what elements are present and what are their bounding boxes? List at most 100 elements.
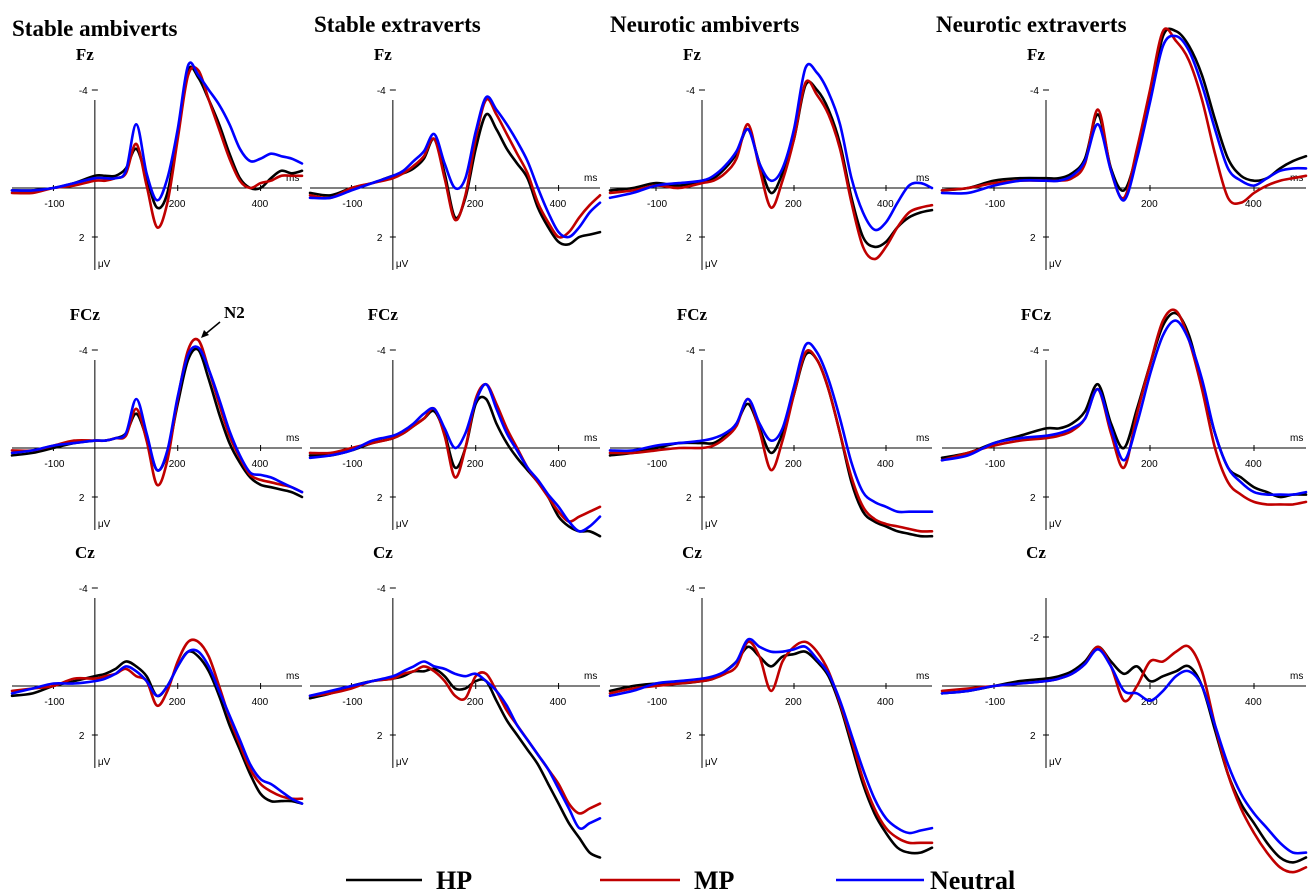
series-line-hp (940, 27, 1308, 192)
x-tick-label: 400 (550, 199, 567, 210)
series-line-mp (940, 644, 1308, 874)
electrode-label: FCz (1021, 305, 1052, 324)
y-tick-label: 2 (1030, 731, 1036, 742)
x-tick-label: -100 (44, 199, 64, 210)
y-tick-label: -4 (1030, 86, 1039, 97)
electrode-label: Cz (373, 543, 393, 562)
series-line-mp (608, 640, 934, 845)
x-tick-label: 200 (785, 697, 802, 708)
x-tick-label: 200 (1141, 199, 1158, 210)
electrode-label: Cz (75, 543, 95, 562)
x-tick-label: 200 (169, 459, 186, 470)
series-line-hp (608, 645, 934, 855)
panel-neurotic-extraverts-fcz: -100 200 400 ms -4 2 μV FCz (940, 305, 1308, 530)
x-unit-label: ms (1290, 671, 1303, 682)
y-tick-label: -4 (377, 346, 386, 357)
x-unit-label: ms (286, 671, 299, 682)
x-tick-label: -100 (647, 199, 667, 210)
erp-panels: -100 200 400 ms -4 2 μV Fz -100 200 400 ms -4 2 μV Fz -1… (10, 27, 1308, 874)
column-title-stable-extraverts: Stable extraverts (314, 12, 481, 37)
y-tick-label: -2 (1030, 633, 1039, 644)
annotations: N2 (201, 303, 245, 338)
panel-stable-ambiverts-fcz: -100 200 400 ms -4 2 μV FCz (10, 305, 304, 530)
x-tick-label: 200 (785, 199, 802, 210)
y-tick-label: 2 (1030, 493, 1036, 504)
series-line-neutral (608, 62, 934, 232)
electrode-label: Cz (682, 543, 702, 562)
series-line-mp (608, 79, 934, 261)
x-unit-label: ms (584, 173, 597, 184)
x-unit-label: ms (1290, 433, 1303, 444)
series-line-neutral (940, 34, 1308, 202)
electrode-label: Fz (76, 45, 94, 64)
y-unit-label: μV (98, 757, 111, 768)
column-title-neurotic-ambiverts: Neurotic ambiverts (610, 12, 799, 37)
x-tick-label: 400 (252, 697, 269, 708)
x-tick-label: -100 (647, 697, 667, 708)
electrode-label: Cz (1026, 543, 1046, 562)
series-line-neutral (940, 319, 1308, 497)
electrode-label: Fz (1027, 45, 1045, 64)
x-unit-label: ms (584, 433, 597, 444)
x-tick-label: 200 (467, 459, 484, 470)
legend-label-hp: HP (436, 866, 472, 892)
legend: HP MP Neutral (346, 866, 1015, 892)
x-unit-label: ms (916, 173, 929, 184)
series-line-hp (308, 112, 602, 247)
series-line-mp (308, 665, 602, 815)
column-title-stable-ambiverts: Stable ambiverts (12, 16, 178, 41)
x-tick-label: 200 (169, 199, 186, 210)
panel-stable-extraverts-fz: -100 200 400 ms -4 2 μV Fz (308, 45, 602, 270)
y-tick-label: -4 (79, 86, 88, 97)
legend-label-mp: MP (694, 866, 735, 892)
series-line-neutral (608, 637, 934, 835)
x-tick-label: -100 (44, 459, 64, 470)
column-title-neurotic-extraverts: Neurotic extraverts (936, 12, 1127, 37)
y-unit-label: μV (705, 519, 718, 530)
x-unit-label: ms (286, 433, 299, 444)
series-line-mp (10, 65, 304, 229)
y-tick-label: -4 (79, 346, 88, 357)
series-line-neutral (308, 95, 602, 239)
series-line-neutral (608, 341, 934, 514)
legend-label-neutral: Neutral (930, 866, 1015, 892)
series-line-neutral (10, 61, 304, 202)
y-tick-label: -4 (686, 584, 695, 595)
series-line-neutral (10, 648, 304, 805)
series-line-mp (940, 27, 1308, 205)
panel-neurotic-ambiverts-cz: -100 200 400 ms -4 2 μV Cz (608, 543, 934, 855)
series-line-mp (940, 308, 1308, 506)
y-tick-label: -4 (377, 86, 386, 97)
y-unit-label: μV (98, 259, 111, 270)
x-tick-label: 400 (877, 459, 894, 470)
electrode-label: FCz (677, 305, 708, 324)
series-line-neutral (308, 382, 602, 533)
y-unit-label: μV (1049, 757, 1062, 768)
x-tick-label: 400 (877, 697, 894, 708)
x-unit-label: ms (286, 173, 299, 184)
y-unit-label: μV (396, 259, 409, 270)
y-unit-label: μV (98, 519, 111, 530)
y-tick-label: 2 (79, 493, 85, 504)
y-tick-label: 2 (377, 731, 383, 742)
y-tick-label: -4 (1030, 346, 1039, 357)
x-tick-label: -100 (44, 697, 64, 708)
x-tick-label: 400 (252, 199, 269, 210)
y-unit-label: μV (396, 519, 409, 530)
y-unit-label: μV (1049, 259, 1062, 270)
y-tick-label: 2 (79, 233, 85, 244)
series-line-hp (940, 645, 1308, 864)
x-tick-label: 200 (1141, 697, 1158, 708)
x-tick-label: -100 (342, 459, 362, 470)
x-tick-label: 400 (252, 459, 269, 470)
series-line-hp (608, 80, 934, 249)
series-line-mp (308, 382, 602, 523)
panel-neurotic-ambiverts-fcz: -100 200 400 ms -4 2 μV FCz (608, 305, 934, 538)
y-unit-label: μV (705, 757, 718, 768)
x-tick-label: 400 (1245, 459, 1262, 470)
y-tick-label: 2 (377, 493, 383, 504)
series-line-neutral (10, 345, 304, 494)
x-tick-label: 400 (550, 697, 567, 708)
